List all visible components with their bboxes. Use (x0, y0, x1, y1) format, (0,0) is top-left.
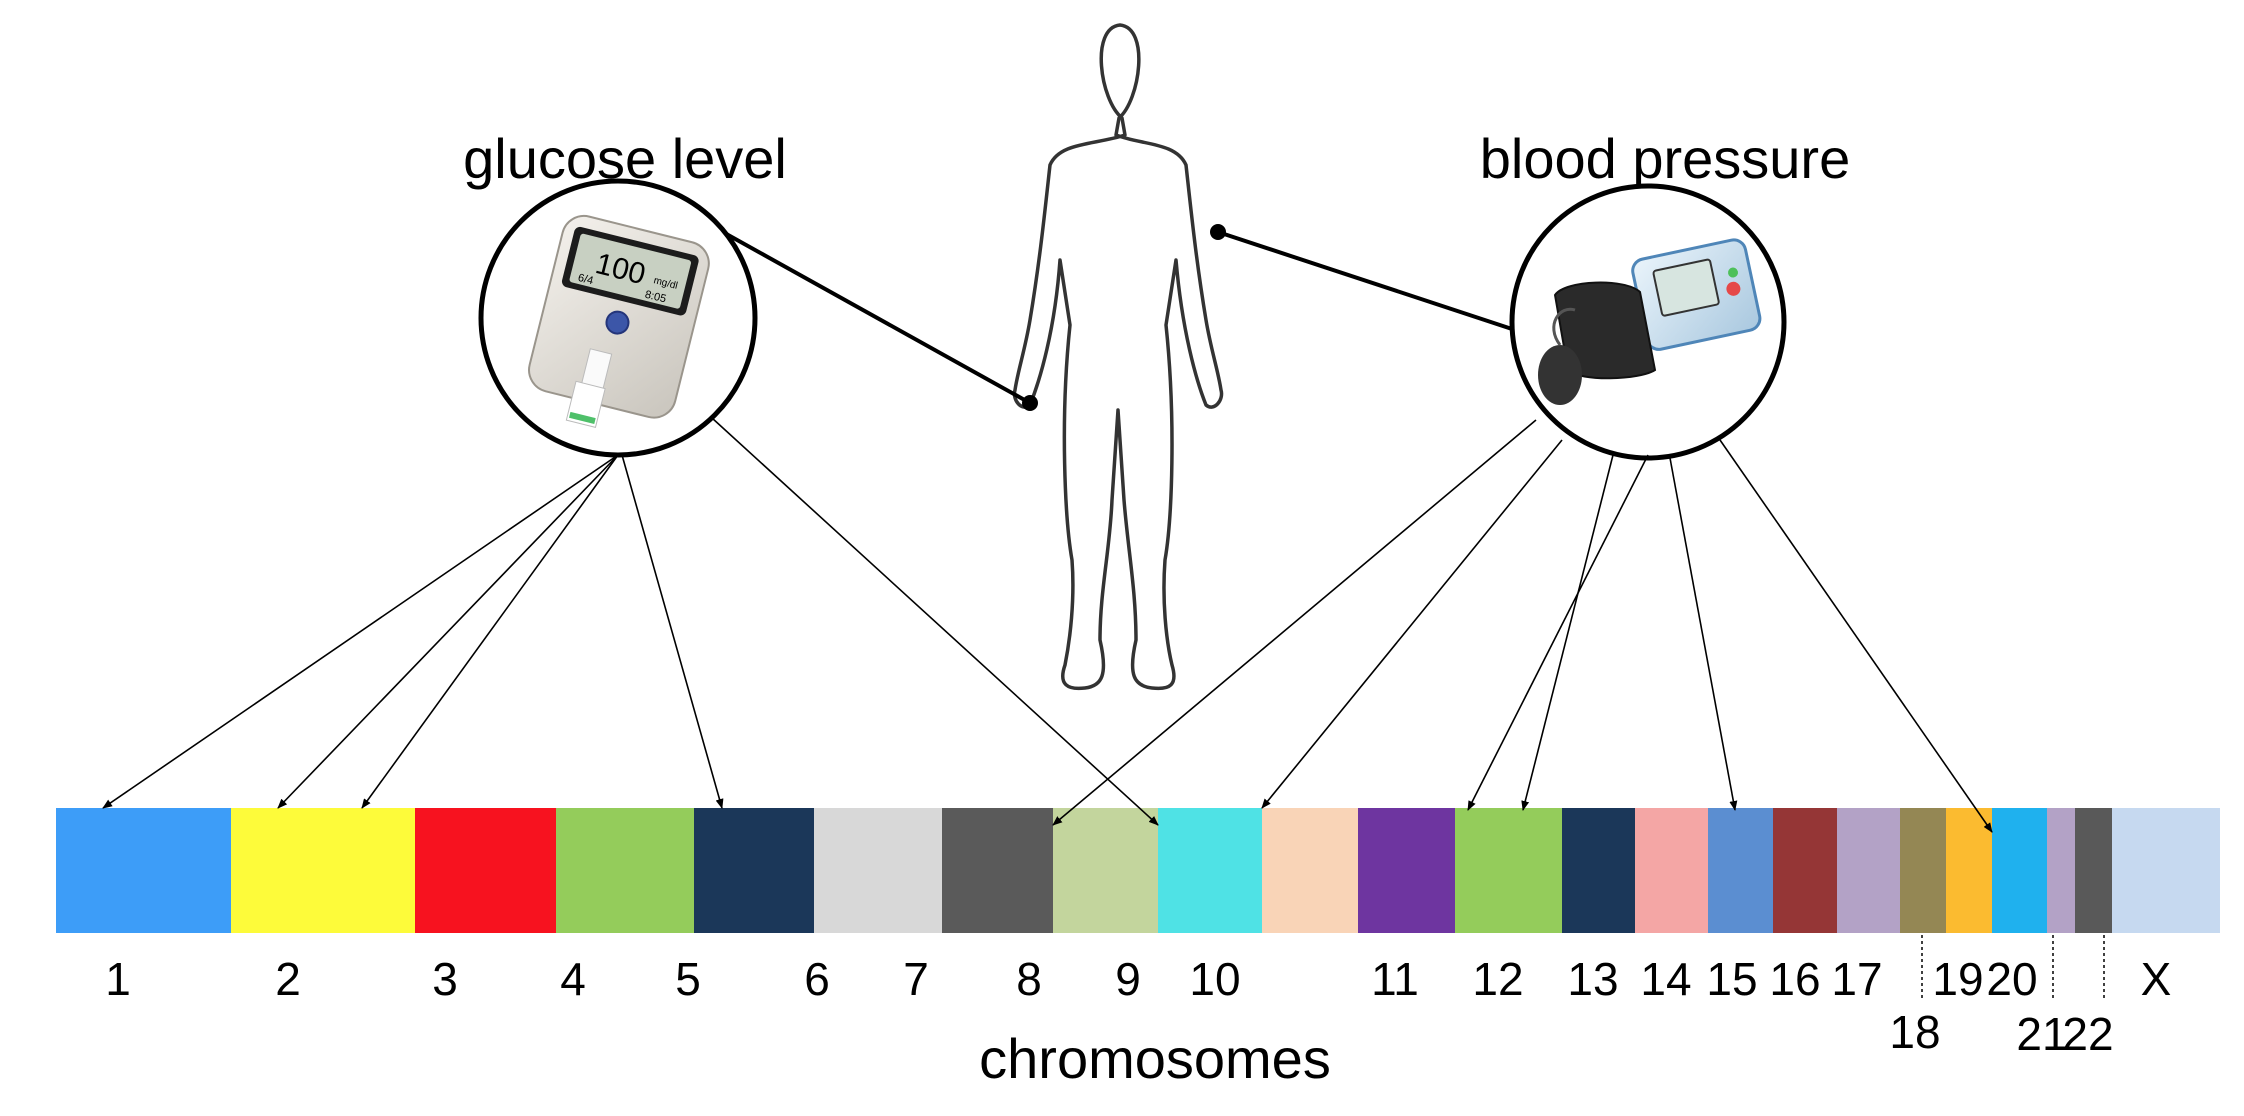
chromosome-13-label: 13 (1567, 953, 1618, 1005)
glucose-meter-icon: 100 mg/dl 6/4 8:05 (478, 178, 758, 458)
chromosome-17-segment (1837, 808, 1900, 933)
arm-connector-line (1217, 230, 1516, 332)
chromosome-14-label: 14 (1640, 953, 1691, 1005)
association-arrow-5 (1052, 419, 1537, 826)
association-arrow-6 (1261, 439, 1563, 809)
wrist-dot (1022, 395, 1038, 411)
meter-date: 6/4 (577, 272, 595, 287)
chromosome-label-guides (1921, 935, 2105, 1000)
association-arrow-1 (277, 454, 619, 809)
chromosome-13-segment (1562, 808, 1635, 933)
chromosome-4-label: 4 (560, 953, 586, 1005)
chromosome-16-segment (1773, 808, 1837, 933)
chromosome-19-segment (1946, 808, 1992, 933)
blood-pressure-label: blood pressure (1480, 127, 1850, 190)
chromosome-8-label: 8 (1016, 953, 1042, 1005)
chromosome-21-segment (2047, 808, 2075, 933)
chromosome-6-segment (814, 808, 942, 933)
chromosome-18-segment (1900, 808, 1946, 933)
chromosome-22-segment (2075, 808, 2112, 933)
chromosome-9-label: 9 (1115, 953, 1141, 1005)
chromosome-14-segment (1635, 808, 1708, 933)
association-arrow-9 (1669, 457, 1738, 811)
chromosome-6-label: 6 (804, 953, 830, 1005)
chromosome-9-segment (1158, 808, 1262, 933)
chromosome-22-label: 22 (2062, 1008, 2113, 1060)
association-arrow-8 (1521, 454, 1614, 811)
chromosome-21-label: 21 (2016, 1008, 2067, 1060)
chromosome-1-segment (56, 808, 231, 933)
chromosome-11-segment (1358, 808, 1455, 933)
chromosome-8-segment (1053, 808, 1158, 933)
chromosome-16-label: 16 (1769, 953, 1820, 1005)
association-arrow-10 (1719, 439, 1993, 833)
association-arrow-3 (621, 454, 724, 809)
chromosomes-axis-label: chromosomes (979, 1027, 1331, 1090)
chromosome-3-label: 3 (432, 953, 458, 1005)
chromosome-3-segment (415, 808, 556, 933)
chromosome-19-label: 19 (1932, 953, 1983, 1005)
association-arrow-7 (1467, 454, 1649, 811)
chromosome-10-label: 10 (1189, 953, 1240, 1005)
chromosome-5-label: 5 (675, 953, 701, 1005)
chromosome-1-label: 1 (105, 953, 131, 1005)
chromosome-10-segment (1262, 808, 1358, 933)
association-arrow-0 (102, 454, 619, 809)
chromosome-5-segment (694, 808, 814, 933)
chromosome-7-label: 7 (903, 953, 929, 1005)
chromosome-18-label: 18 (1889, 1006, 1940, 1058)
wrist-connector-line (711, 224, 1031, 405)
chromosome-bar (56, 808, 2220, 933)
chromosome-4-segment (556, 808, 694, 933)
chromosome-2-segment (231, 808, 415, 933)
association-arrow-2 (361, 454, 619, 809)
human-silhouette-icon (1012, 23, 1224, 691)
chromosome-20-segment (1992, 808, 2047, 933)
chromosome-2-label: 2 (275, 953, 301, 1005)
chromosome-20-label: 20 (1986, 953, 2037, 1005)
chromosome-17-label: 17 (1831, 953, 1882, 1005)
meter-time: 8:05 (644, 289, 668, 306)
blood-pressure-monitor-icon (1509, 183, 1787, 461)
chromosome-15-segment (1708, 808, 1773, 933)
chromosome-x-segment (2112, 808, 2220, 933)
chromosome-11-label: 11 (1371, 953, 1419, 1005)
chromosome-x-label: X (2141, 953, 2172, 1005)
chromosome-15-label: 15 (1706, 953, 1757, 1005)
chromosome-7-segment (942, 808, 1053, 933)
association-arrow-4 (711, 417, 1159, 826)
chromosome-12-segment (1455, 808, 1562, 933)
arm-dot (1210, 224, 1226, 240)
association-arrows (102, 417, 1993, 833)
chromosome-12-label: 12 (1472, 953, 1523, 1005)
